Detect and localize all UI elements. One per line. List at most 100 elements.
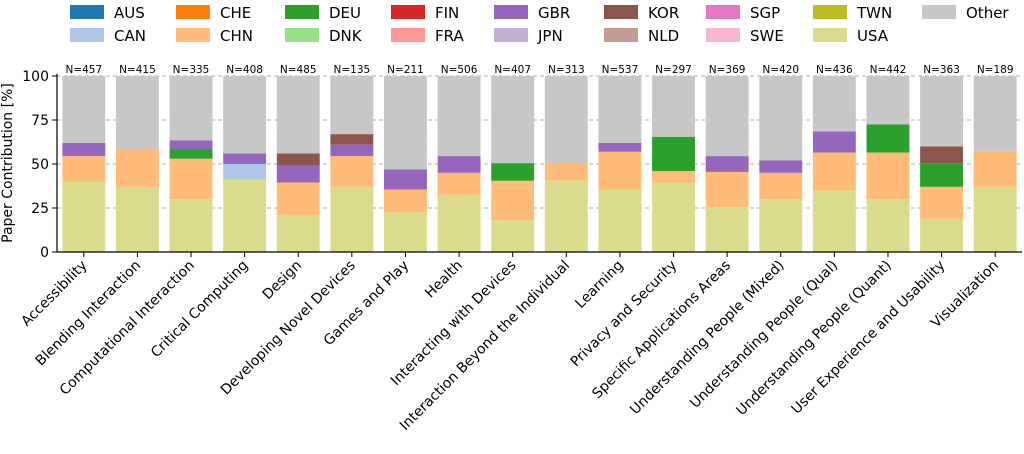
legend-label-kor: KOR xyxy=(648,4,679,22)
bar-learning-usa xyxy=(598,189,642,252)
bar-visualization-chn xyxy=(973,150,1017,188)
n-label-interacting-with-devices: N=407 xyxy=(494,64,531,76)
bar-privacy-and-security-other xyxy=(652,76,695,137)
bar-understanding-people-mixed-chn xyxy=(759,172,803,200)
bar-health-gbr xyxy=(437,156,481,173)
legend: AUS CAN CHE CHN DEU DNK FIN FRA GBR JPN KOR NLD SGP S… xyxy=(70,4,1009,45)
legend-label-twn: TWN xyxy=(856,4,892,22)
n-label-specific-applications-areas: N=369 xyxy=(709,64,746,76)
legend-swatch-jpn xyxy=(494,28,528,42)
bar-critical-computing-other xyxy=(223,76,267,154)
bar-developing-novel-devices-gbr xyxy=(330,144,374,157)
bar-understanding-people-quant-chn xyxy=(866,152,910,200)
bar-user-experience-and-usability-kor xyxy=(920,146,964,164)
bar-privacy-and-security-usa xyxy=(652,182,695,252)
bar-interacting-with-devices-deu xyxy=(491,163,535,181)
n-label-understanding-people-qual: N=436 xyxy=(816,64,853,76)
bar-developing-novel-devices-other xyxy=(330,76,374,135)
legend-swatch-gbr xyxy=(494,5,528,19)
bar-design-gbr xyxy=(276,165,320,183)
bar-games-and-play-gbr xyxy=(384,169,427,190)
bar-developing-novel-devices-chn xyxy=(330,156,374,187)
legend-swatch-aus xyxy=(70,5,104,19)
bar-specific-applications-areas-chn xyxy=(705,171,749,208)
bar-interacting-with-devices-other xyxy=(491,76,535,164)
y-axis-label: Paper Contribution [%] xyxy=(0,83,16,243)
bar-learning-chn xyxy=(598,151,642,190)
n-label-design: N=485 xyxy=(280,64,317,76)
legend-label-fin: FIN xyxy=(435,4,459,22)
legend-label-can: CAN xyxy=(114,27,146,45)
legend-label-jpn: JPN xyxy=(537,27,563,45)
bar-understanding-people-quant-other xyxy=(866,76,910,125)
bar-design-kor xyxy=(276,153,320,166)
legend-swatch-twn xyxy=(813,5,847,19)
bar-design-other xyxy=(276,76,320,154)
bar-health-other xyxy=(437,76,481,157)
bar-interacting-with-devices-usa xyxy=(491,220,535,252)
n-label-privacy-and-security: N=297 xyxy=(655,64,692,76)
n-label-computational-interaction: N=335 xyxy=(173,64,210,76)
n-label-user-experience-and-usability: N=363 xyxy=(923,64,960,76)
legend-label-che: CHE xyxy=(220,4,251,22)
y-tick-label-75: 75 xyxy=(31,113,49,129)
n-label-developing-novel-devices: N=135 xyxy=(334,64,371,76)
legend-label-chn: CHN xyxy=(220,27,253,45)
bar-specific-applications-areas-other xyxy=(705,76,749,157)
bar-understanding-people-qual-chn xyxy=(812,152,856,191)
bar-games-and-play-usa xyxy=(384,212,427,252)
bar-blending-interaction-chn xyxy=(115,149,159,188)
legend-label-sgp: SGP xyxy=(750,4,780,22)
legend-label-nld: NLD xyxy=(648,27,679,45)
bar-developing-novel-devices-usa xyxy=(330,186,374,252)
n-labels: N=457 N=415 N=335 N=408 N=485 N=135 N=211 N=506… xyxy=(65,64,1013,76)
bar-understanding-people-quant-usa xyxy=(866,199,910,252)
legend-label-usa: USA xyxy=(857,27,889,45)
n-label-accessibility: N=457 xyxy=(65,64,102,76)
bar-understanding-people-mixed-other xyxy=(759,76,803,161)
legend-swatch-dnk xyxy=(285,28,319,42)
legend-label-other: Other xyxy=(966,4,1009,22)
bar-design-usa xyxy=(276,215,320,252)
bar-understanding-people-quant-deu xyxy=(866,124,910,153)
n-label-critical-computing: N=408 xyxy=(226,64,263,76)
bar-user-experience-and-usability-chn xyxy=(920,186,964,220)
legend-swatch-other xyxy=(922,5,956,19)
bar-understanding-people-qual-gbr xyxy=(812,131,856,153)
x-tick-label-health: Health xyxy=(422,258,466,302)
bar-privacy-and-security-deu xyxy=(652,136,695,172)
bar-user-experience-and-usability-deu xyxy=(920,163,964,187)
bar-blending-interaction-other xyxy=(115,76,159,150)
bar-user-experience-and-usability-other xyxy=(920,76,964,147)
bar-health-usa xyxy=(437,195,481,252)
bar-critical-computing-usa xyxy=(223,179,267,252)
x-tick-label-critical-computing: Critical Computing xyxy=(148,258,251,361)
bar-user-experience-and-usability-usa xyxy=(920,219,964,252)
bar-games-and-play-chn xyxy=(384,189,427,213)
bar-interacting-with-devices-chn xyxy=(491,180,535,221)
bar-specific-applications-areas-gbr xyxy=(705,156,749,172)
bar-visualization-usa xyxy=(973,187,1017,252)
legend-swatch-sgp xyxy=(706,5,740,19)
legend-swatch-swe xyxy=(706,28,740,42)
bar-interaction-beyond-the-individual-usa xyxy=(544,180,588,252)
bar-computational-interaction-gbr xyxy=(169,140,213,150)
bar-specific-applications-areas-usa xyxy=(705,207,749,252)
n-label-visualization: N=189 xyxy=(977,64,1014,76)
n-label-learning: N=537 xyxy=(602,64,639,76)
x-tick-label-learning: Learning xyxy=(572,258,626,312)
bar-accessibility-gbr xyxy=(62,142,106,157)
bar-interaction-beyond-the-individual-other xyxy=(544,76,588,164)
bar-privacy-and-security-chn xyxy=(652,171,695,183)
legend-swatch-chn xyxy=(176,28,210,42)
bar-computational-interaction-other xyxy=(169,76,213,141)
bar-learning-gbr xyxy=(598,142,642,152)
legend-swatch-usa xyxy=(813,28,847,42)
bar-understanding-people-mixed-gbr xyxy=(759,160,803,173)
bar-understanding-people-mixed-usa xyxy=(759,199,803,252)
bars xyxy=(62,76,1017,252)
legend-label-dnk: DNK xyxy=(329,27,363,45)
bar-critical-computing-gbr xyxy=(223,153,267,164)
n-label-understanding-people-quant: N=442 xyxy=(870,64,907,76)
